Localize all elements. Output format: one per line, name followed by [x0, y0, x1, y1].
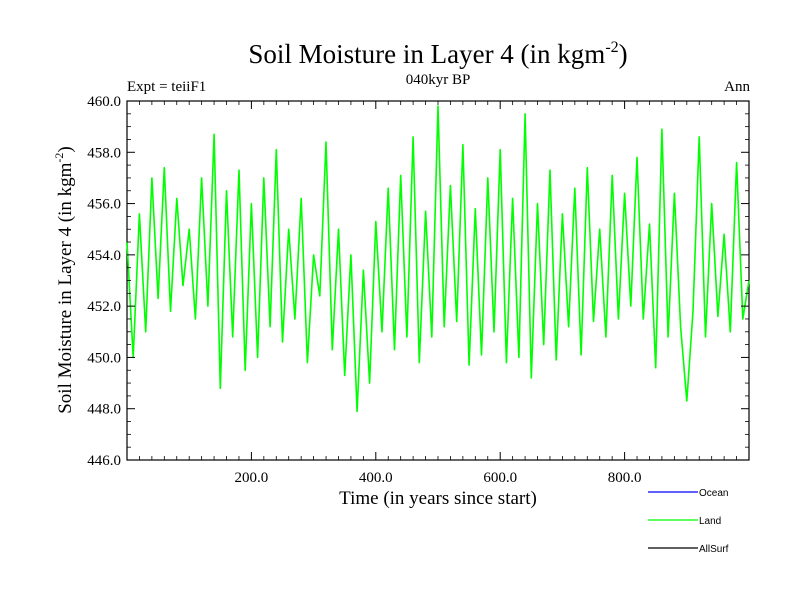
series-layer: [126, 105, 750, 413]
experiment-label: Expt = teiiF1: [127, 79, 206, 95]
y-tick-label: 452.0: [87, 299, 121, 315]
x-tick-label: 400.0: [359, 470, 393, 486]
legend-label-land: Land: [699, 516, 721, 527]
tick-layer: 446.0 448.0 450.0 452.0 454.0 456.0 458.0 460.0…: [87, 94, 749, 486]
y-tick-label: 448.0: [87, 402, 121, 418]
x-tick-label: 800.0: [608, 470, 642, 486]
chart-title: Soil Moisture in Layer 4 (in kgm-2): [248, 39, 627, 69]
y-tick-label: 460.0: [87, 94, 121, 110]
series-line-land: [126, 105, 750, 413]
season-label: Ann: [724, 79, 750, 95]
legend-label-ocean: Ocean: [699, 488, 728, 499]
y-tick-label: 458.0: [87, 145, 121, 161]
plot-area: 446.0 448.0 450.0 452.0 454.0 456.0 458.0 460.0…: [87, 94, 750, 486]
x-tick-label: 600.0: [483, 470, 517, 486]
y-tick-label: 454.0: [87, 248, 121, 264]
legend: Ocean Land AllSurf: [648, 488, 729, 555]
plot-frame: [126, 100, 750, 461]
y-tick-label: 450.0: [87, 350, 121, 366]
legend-label-allsurf: AllSurf: [699, 544, 729, 555]
y-tick-label: 446.0: [87, 453, 121, 469]
y-axis-label: Soil Moisture in Layer 4 (in kgm-2): [52, 146, 76, 414]
chart-subtitle: 040kyr BP: [406, 72, 471, 88]
x-axis-label: Time (in years since start): [339, 488, 537, 509]
x-tick-label: 200.0: [235, 470, 269, 486]
y-tick-label: 456.0: [87, 197, 121, 213]
